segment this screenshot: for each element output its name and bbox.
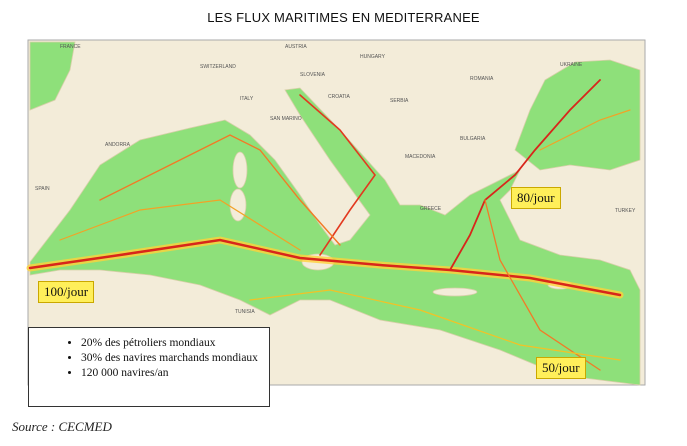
mediterranean: [29, 87, 641, 386]
country-label: ANDORRA: [105, 142, 131, 148]
country-label: ROMANIA: [470, 76, 494, 82]
sea: [29, 41, 641, 386]
country-label: FRANCE: [60, 44, 81, 50]
fact: 30% des navires marchands mondiaux: [81, 351, 269, 365]
title: LES FLUX MARITIMES EN MEDITERRANEE: [207, 10, 480, 25]
country-label: TUNISIA: [235, 309, 255, 315]
country-label: TURKEY: [615, 208, 636, 214]
shipping-routes: [26, 79, 631, 371]
country-label: BULGARIA: [460, 136, 486, 142]
facts-box: 20% des pétroliers mondiaux 30% des navi…: [28, 327, 270, 407]
country-label: SPAIN: [35, 186, 50, 192]
country-label: HUNGARY: [360, 54, 386, 60]
country-label: ITALY: [240, 96, 254, 102]
country-label: CROATIA: [328, 94, 351, 100]
atlantic: [29, 41, 76, 111]
country-label: SWITZERLAND: [200, 64, 236, 70]
country-label: SERBIA: [390, 98, 409, 104]
country-label: UKRAINE: [560, 62, 583, 68]
country-label: GREECE: [420, 206, 442, 212]
country-label: AUSTRIA: [285, 44, 307, 50]
country-label: MACEDONIA: [405, 154, 436, 160]
traffic-callout: 100/jour: [38, 281, 95, 303]
country-label: SAN MARINO: [270, 116, 302, 122]
source: Source : CECMED: [12, 419, 112, 434]
fact: 120 000 navires/an: [81, 366, 269, 380]
traffic-callout: 80/jour: [511, 187, 561, 209]
traffic-callout: 50/jour: [536, 357, 586, 379]
fact: 20% des pétroliers mondiaux: [81, 336, 269, 350]
black-sea: [514, 59, 641, 171]
country-label: SLOVENIA: [300, 72, 326, 78]
